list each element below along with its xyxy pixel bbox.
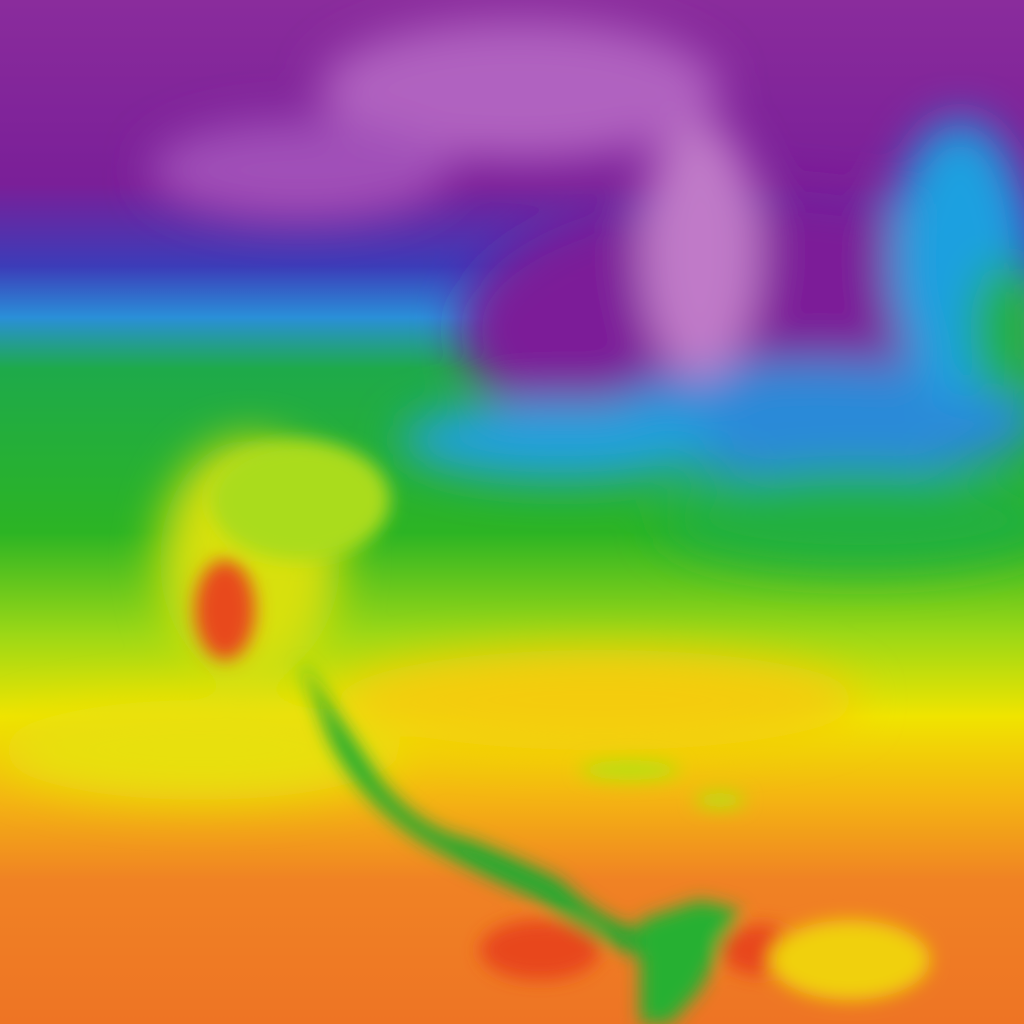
warm-zone: [770, 920, 930, 1000]
temperature-zones: [0, 20, 1024, 800]
warm-zone: [340, 650, 860, 750]
cold-highland: [640, 120, 760, 380]
warm-zone: [210, 440, 390, 560]
warm-zone: [0, 700, 400, 800]
mild-zone: [660, 470, 1024, 570]
mild-zone: [970, 260, 1024, 400]
island: [695, 792, 745, 808]
mexico-highlands: [300, 660, 650, 960]
andes-north: [640, 900, 740, 1024]
hot-spot: [480, 920, 600, 980]
cool-zone: [400, 400, 720, 480]
cold-highland: [150, 120, 450, 220]
cold-highland: [320, 20, 720, 160]
land-features: [195, 440, 930, 1024]
hot-spot: [195, 560, 255, 660]
island: [580, 760, 680, 780]
